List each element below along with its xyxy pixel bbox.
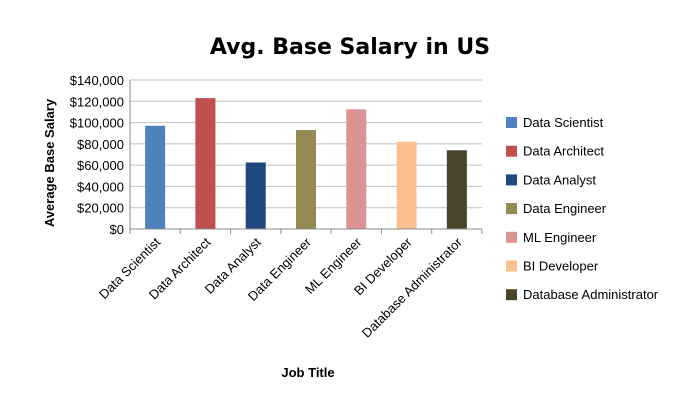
legend-label: Data Analyst	[523, 172, 596, 187]
bar	[396, 141, 417, 229]
y-axis-ticks: $0 $20,000 $40,000 $60,000 $80,000 $100,000 $1…	[70, 73, 124, 237]
legend-swatch	[506, 145, 517, 157]
bar	[296, 130, 316, 229]
legend-swatch	[506, 231, 517, 243]
bars	[145, 98, 467, 229]
y-tick-label: $120,000	[70, 94, 124, 109]
bar	[446, 150, 467, 229]
legend-swatch	[506, 117, 517, 128]
legend-label: BI Developer	[523, 259, 599, 274]
legend-swatch	[506, 289, 517, 301]
bar	[346, 109, 367, 229]
y-tick-label: $80,000	[77, 137, 124, 152]
y-tick-label: $0	[110, 222, 124, 237]
legend-swatch	[506, 260, 517, 272]
y-tick-label: $140,000	[70, 73, 124, 88]
chart-title: Avg. Base Salary in US	[210, 35, 490, 60]
legend: Data Scientist Data Architect Data Analyst…	[506, 115, 659, 302]
legend-label: Data Scientist	[523, 115, 604, 130]
legend-swatch	[506, 203, 517, 215]
legend-label: Data Engineer	[523, 201, 607, 216]
bar	[145, 125, 166, 229]
bar	[195, 98, 216, 229]
legend-label: Data Architect	[523, 144, 604, 159]
legend-swatch	[506, 174, 517, 186]
legend-label: ML Engineer	[523, 230, 597, 245]
y-tick-label: $60,000	[77, 158, 124, 173]
x-tick-label: Database Administrator	[359, 234, 466, 341]
legend-label: Database Administrator	[523, 287, 659, 302]
y-tick-label: $100,000	[70, 116, 124, 131]
bar	[245, 162, 266, 229]
y-tick-label: $40,000	[77, 179, 124, 194]
x-axis-label: Job Title	[281, 365, 334, 380]
y-axis-label: Average Base Salary	[42, 98, 57, 227]
y-tick-label: $20,000	[77, 201, 124, 216]
